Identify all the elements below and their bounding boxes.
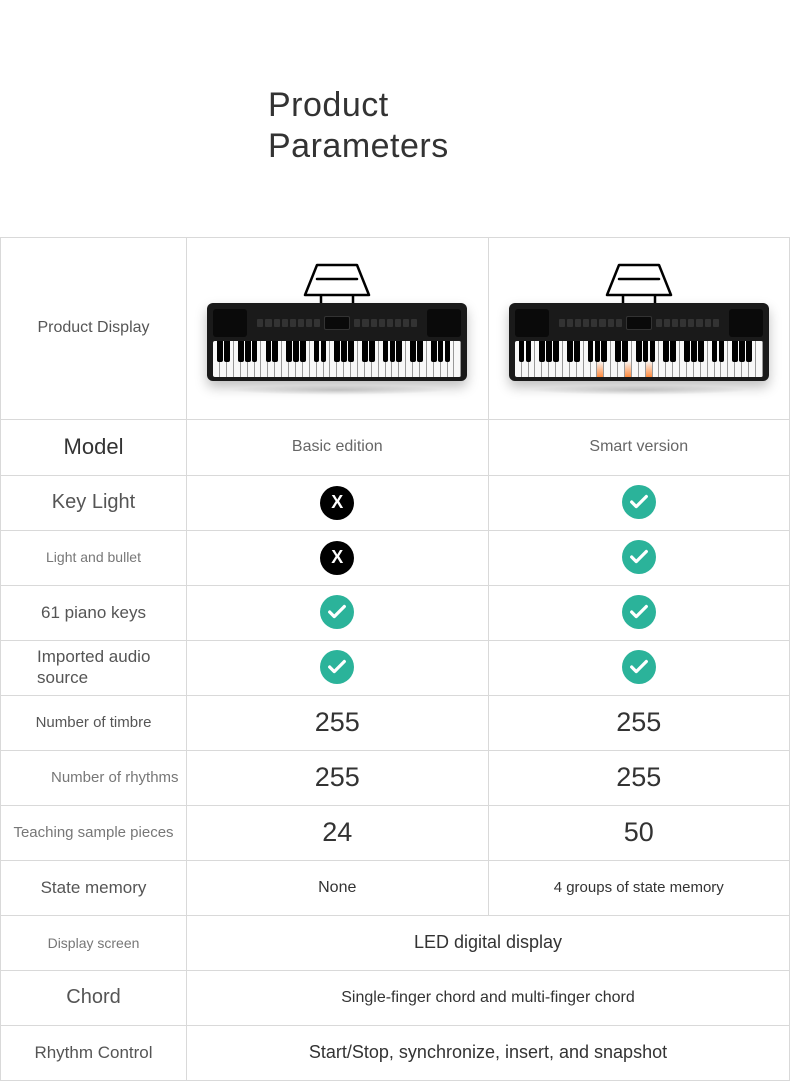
value-timbre-basic: 255 bbox=[187, 695, 489, 750]
speaker-right bbox=[427, 309, 461, 337]
value-rhythms-smart: 255 bbox=[488, 750, 790, 805]
value-rhythm-control: Start/Stop, synchronize, insert, and sna… bbox=[187, 1025, 790, 1080]
label-display-screen: Display screen bbox=[1, 915, 187, 970]
row-rhythms: Number of rhythms 255 255 bbox=[1, 750, 790, 805]
value-timbre-smart: 255 bbox=[488, 695, 790, 750]
value-display-screen: LED digital display bbox=[187, 915, 790, 970]
value-light-bullet-smart bbox=[488, 530, 790, 585]
image-basic-keyboard bbox=[187, 237, 489, 419]
label-piano-keys: 61 piano keys bbox=[1, 585, 187, 640]
value-teaching-basic: 24 bbox=[187, 805, 489, 860]
row-timbre: Number of timbre 255 255 bbox=[1, 695, 790, 750]
check-icon bbox=[622, 595, 656, 629]
label-imported-audio: Imported audio source bbox=[1, 640, 187, 695]
value-chord: Single-finger chord and multi-finger cho… bbox=[187, 970, 790, 1025]
check-icon bbox=[622, 485, 656, 519]
row-model: Model Basic edition Smart version bbox=[1, 419, 790, 475]
row-teaching: Teaching sample pieces 24 50 bbox=[1, 805, 790, 860]
row-display-screen: Display screen LED digital display bbox=[1, 915, 790, 970]
value-piano-keys-basic bbox=[187, 585, 489, 640]
keys-area bbox=[213, 341, 461, 377]
check-icon bbox=[320, 650, 354, 684]
check-icon bbox=[622, 650, 656, 684]
x-icon: X bbox=[320, 541, 354, 575]
label-light-bullet: Light and bullet bbox=[1, 530, 187, 585]
keys-area bbox=[515, 341, 763, 377]
label-chord: Chord bbox=[1, 970, 187, 1025]
value-state-basic: None bbox=[187, 860, 489, 915]
row-state-memory: State memory None 4 groups of state memo… bbox=[1, 860, 790, 915]
keyboard-body bbox=[509, 303, 769, 381]
comparison-table: Product Display Model Basic edition Smar… bbox=[0, 237, 790, 1081]
speaker-right bbox=[729, 309, 763, 337]
label-state-memory: State memory bbox=[1, 860, 187, 915]
value-teaching-smart: 50 bbox=[488, 805, 790, 860]
row-product-display: Product Display bbox=[1, 237, 790, 419]
keyboard-shadow bbox=[528, 385, 749, 395]
music-stand-icon bbox=[297, 261, 377, 303]
label-key-light: Key Light bbox=[1, 475, 187, 530]
value-model-basic: Basic edition bbox=[187, 419, 489, 475]
label-rhythm-control: Rhythm Control bbox=[1, 1025, 187, 1080]
page-title: Product Parame­ters bbox=[268, 85, 528, 167]
x-icon: X bbox=[320, 486, 354, 520]
row-piano-keys: 61 piano keys bbox=[1, 585, 790, 640]
row-rhythm-control: Rhythm Control Start/Stop, synchronize, … bbox=[1, 1025, 790, 1080]
value-imported-audio-smart bbox=[488, 640, 790, 695]
value-model-smart: Smart version bbox=[488, 419, 790, 475]
label-rhythms: Number of rhythms bbox=[1, 750, 187, 805]
speaker-left bbox=[515, 309, 549, 337]
label-product-display: Product Display bbox=[1, 237, 187, 419]
image-smart-keyboard bbox=[488, 237, 790, 419]
check-icon bbox=[622, 540, 656, 574]
label-teaching: Teaching sample pieces bbox=[1, 805, 187, 860]
label-timbre: Number of timbre bbox=[1, 695, 187, 750]
value-piano-keys-smart bbox=[488, 585, 790, 640]
page-header: Product Parame­ters bbox=[0, 0, 790, 237]
value-light-bullet-basic: X bbox=[187, 530, 489, 585]
row-imported-audio: Imported audio source bbox=[1, 640, 790, 695]
value-state-smart: 4 groups of state memory bbox=[488, 860, 790, 915]
value-key-light-basic: X bbox=[187, 475, 489, 530]
keyboard-shadow bbox=[227, 385, 448, 395]
control-panel bbox=[555, 311, 723, 335]
row-chord: Chord Single-finger chord and multi-fing… bbox=[1, 970, 790, 1025]
music-stand-icon bbox=[599, 261, 679, 303]
keyboard-body bbox=[207, 303, 467, 381]
row-key-light: Key Light X bbox=[1, 475, 790, 530]
value-imported-audio-basic bbox=[187, 640, 489, 695]
value-key-light-smart bbox=[488, 475, 790, 530]
check-icon bbox=[320, 595, 354, 629]
label-model: Model bbox=[1, 419, 187, 475]
speaker-left bbox=[213, 309, 247, 337]
control-panel bbox=[253, 311, 421, 335]
row-light-bullet: Light and bullet X bbox=[1, 530, 790, 585]
value-rhythms-basic: 255 bbox=[187, 750, 489, 805]
